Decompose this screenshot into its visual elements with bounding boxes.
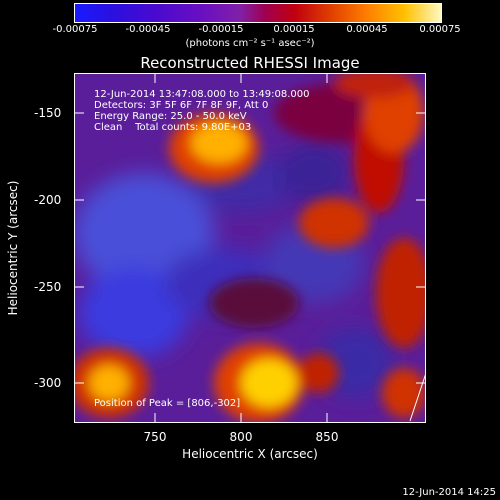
colorbar-tick-label: 0.00015 [273,24,315,35]
timestamp: 12-Jun-2014 14:25 [402,487,496,498]
x-tick-label: 750 [143,430,167,444]
rhessi-image [74,73,426,423]
y-tick-label: -300 [34,376,62,390]
colorbar-tick-label: -0.00045 [125,24,171,35]
annotation-time: 12-Jun-2014 13:47:08.000 to 13:49:08.000 [94,89,310,100]
annotation-energy: Energy Range: 25.0 - 50.0 keV [94,111,247,122]
y-tick-label: -250 [34,280,62,294]
y-tick-label: -200 [34,193,62,207]
annotation-detectors: Detectors: 3F 5F 6F 7F 8F 9F, Att 0 [94,100,269,111]
colorbar-tick-label: 0.00075 [419,24,461,35]
image-title: Reconstructed RHESSI Image [140,54,360,72]
colorbar [74,3,442,23]
y-tick-label: -150 [34,106,62,120]
colorbar-tick-label: -0.00075 [52,24,98,35]
colorbar-tick-label: 0.00045 [346,24,388,35]
colorbar-units: (photons cm⁻² s⁻¹ asec⁻²) [185,38,315,49]
colorbar-tick-label: -0.00015 [198,24,244,35]
x-tick-label: 800 [229,430,253,444]
x-axis-label: Heliocentric X (arcsec) [182,447,318,461]
y-axis-label: Heliocentric Y (arcsec) [6,180,20,316]
annotation-clean: Clean Total counts: 9.80E+03 [94,122,252,133]
annotation-peak: Position of Peak = [806,-302] [94,398,241,409]
x-tick-label: 850 [315,430,339,444]
